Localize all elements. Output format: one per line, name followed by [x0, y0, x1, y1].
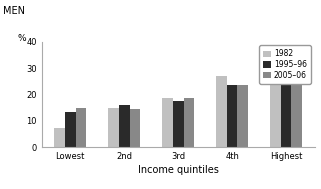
Text: MEN: MEN	[3, 6, 25, 16]
Bar	[130, 109, 140, 147]
Bar	[162, 98, 173, 147]
Bar	[270, 61, 281, 147]
Bar	[281, 69, 291, 147]
Bar	[227, 85, 238, 147]
Bar	[173, 101, 184, 147]
X-axis label: Income quintiles: Income quintiles	[138, 165, 219, 175]
Bar	[76, 108, 86, 147]
Legend: 1982, 1995–96, 2005–06: 1982, 1995–96, 2005–06	[259, 45, 311, 84]
Bar	[119, 105, 130, 147]
Bar	[238, 85, 248, 147]
Bar	[108, 108, 119, 147]
Bar	[184, 98, 194, 147]
Bar	[54, 128, 65, 147]
Text: %: %	[18, 34, 26, 43]
Bar	[65, 112, 76, 147]
Bar	[216, 76, 227, 147]
Bar	[291, 69, 302, 147]
